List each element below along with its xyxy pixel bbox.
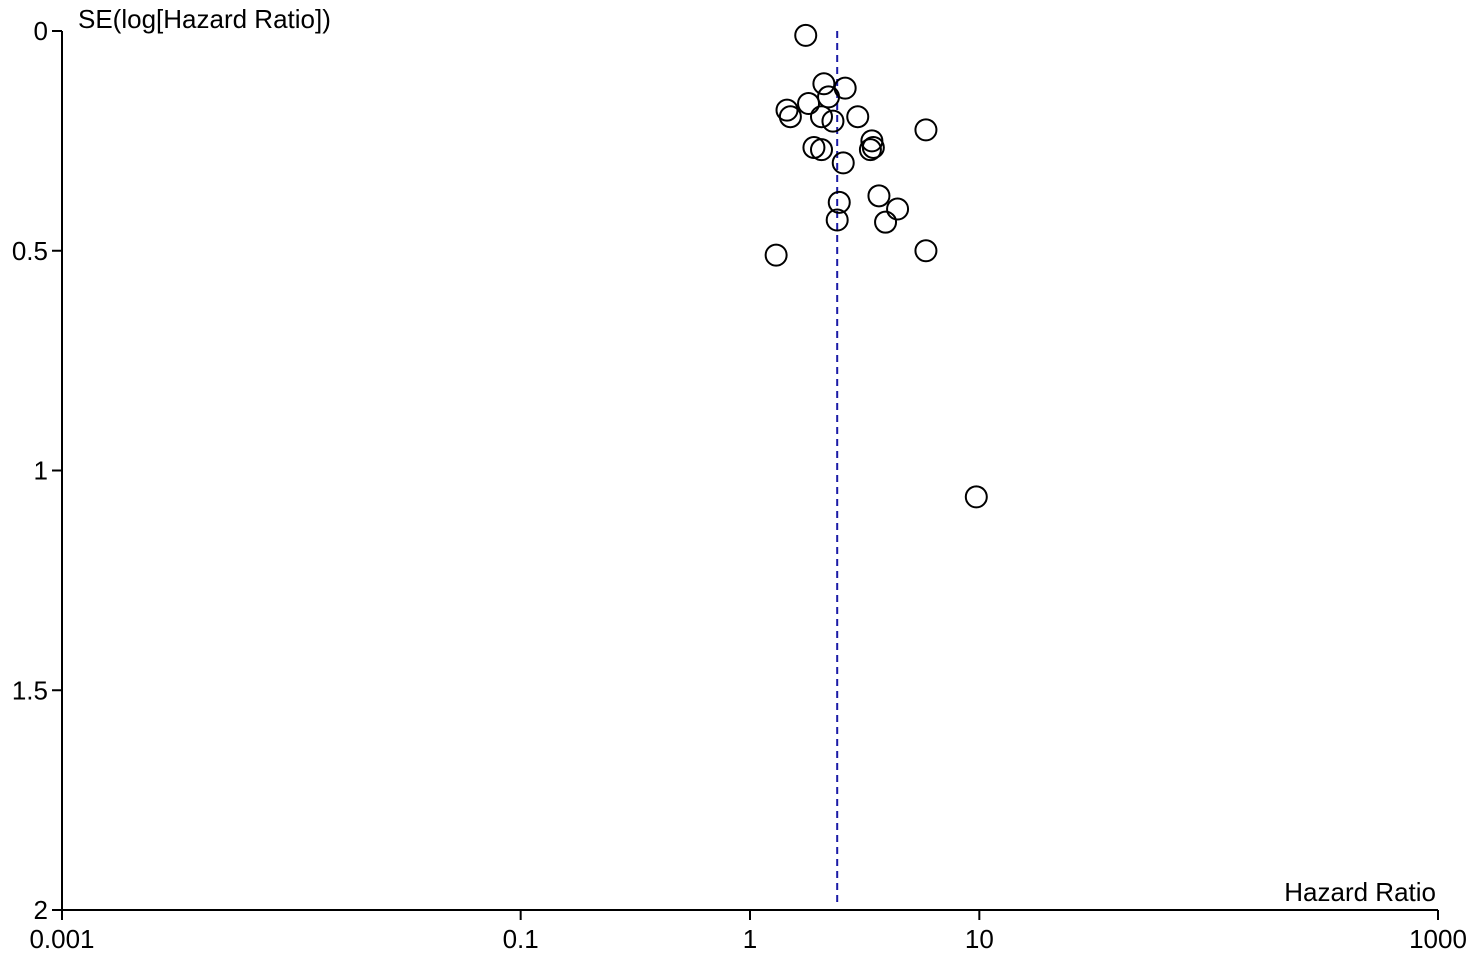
study-point <box>797 92 821 116</box>
x-tick-label: 1 <box>743 924 757 954</box>
x-tick-label: 0.1 <box>503 924 539 954</box>
x-axis-title: Hazard Ratio <box>1284 877 1436 907</box>
study-point <box>794 23 818 47</box>
study-point <box>809 105 833 129</box>
y-tick-label: 1.5 <box>12 675 48 705</box>
study-point <box>825 208 849 232</box>
study-point <box>821 109 845 133</box>
study-points <box>764 23 988 509</box>
study-point <box>846 105 870 129</box>
study-point <box>778 105 802 129</box>
study-point <box>817 85 841 109</box>
study-point <box>867 184 891 208</box>
axes <box>61 31 1438 911</box>
study-point <box>809 138 833 162</box>
study-point <box>831 151 855 175</box>
study-point <box>764 243 788 267</box>
y-axis-title: SE(log[Hazard Ratio]) <box>78 4 331 34</box>
study-point <box>812 72 836 96</box>
study-point <box>874 210 898 234</box>
study-point <box>827 190 851 214</box>
study-point <box>914 239 938 263</box>
x-axis-ticks: 0.001 0.1 1 10 1000 <box>29 910 1467 954</box>
y-tick-label: 0.5 <box>12 236 48 266</box>
y-axis-ticks: 0 0.5 1 1.5 2 <box>12 16 62 925</box>
study-point <box>964 485 988 509</box>
y-tick-label: 1 <box>34 456 48 486</box>
study-point <box>833 76 857 100</box>
study-point <box>861 135 885 159</box>
study-point <box>886 197 910 221</box>
x-tick-label: 10 <box>965 924 994 954</box>
y-tick-label: 0 <box>34 16 48 46</box>
y-tick-label: 2 <box>34 895 48 925</box>
x-tick-label: 1000 <box>1409 924 1467 954</box>
study-point <box>914 118 938 142</box>
study-point <box>858 138 882 162</box>
x-tick-label: 0.001 <box>29 924 94 954</box>
